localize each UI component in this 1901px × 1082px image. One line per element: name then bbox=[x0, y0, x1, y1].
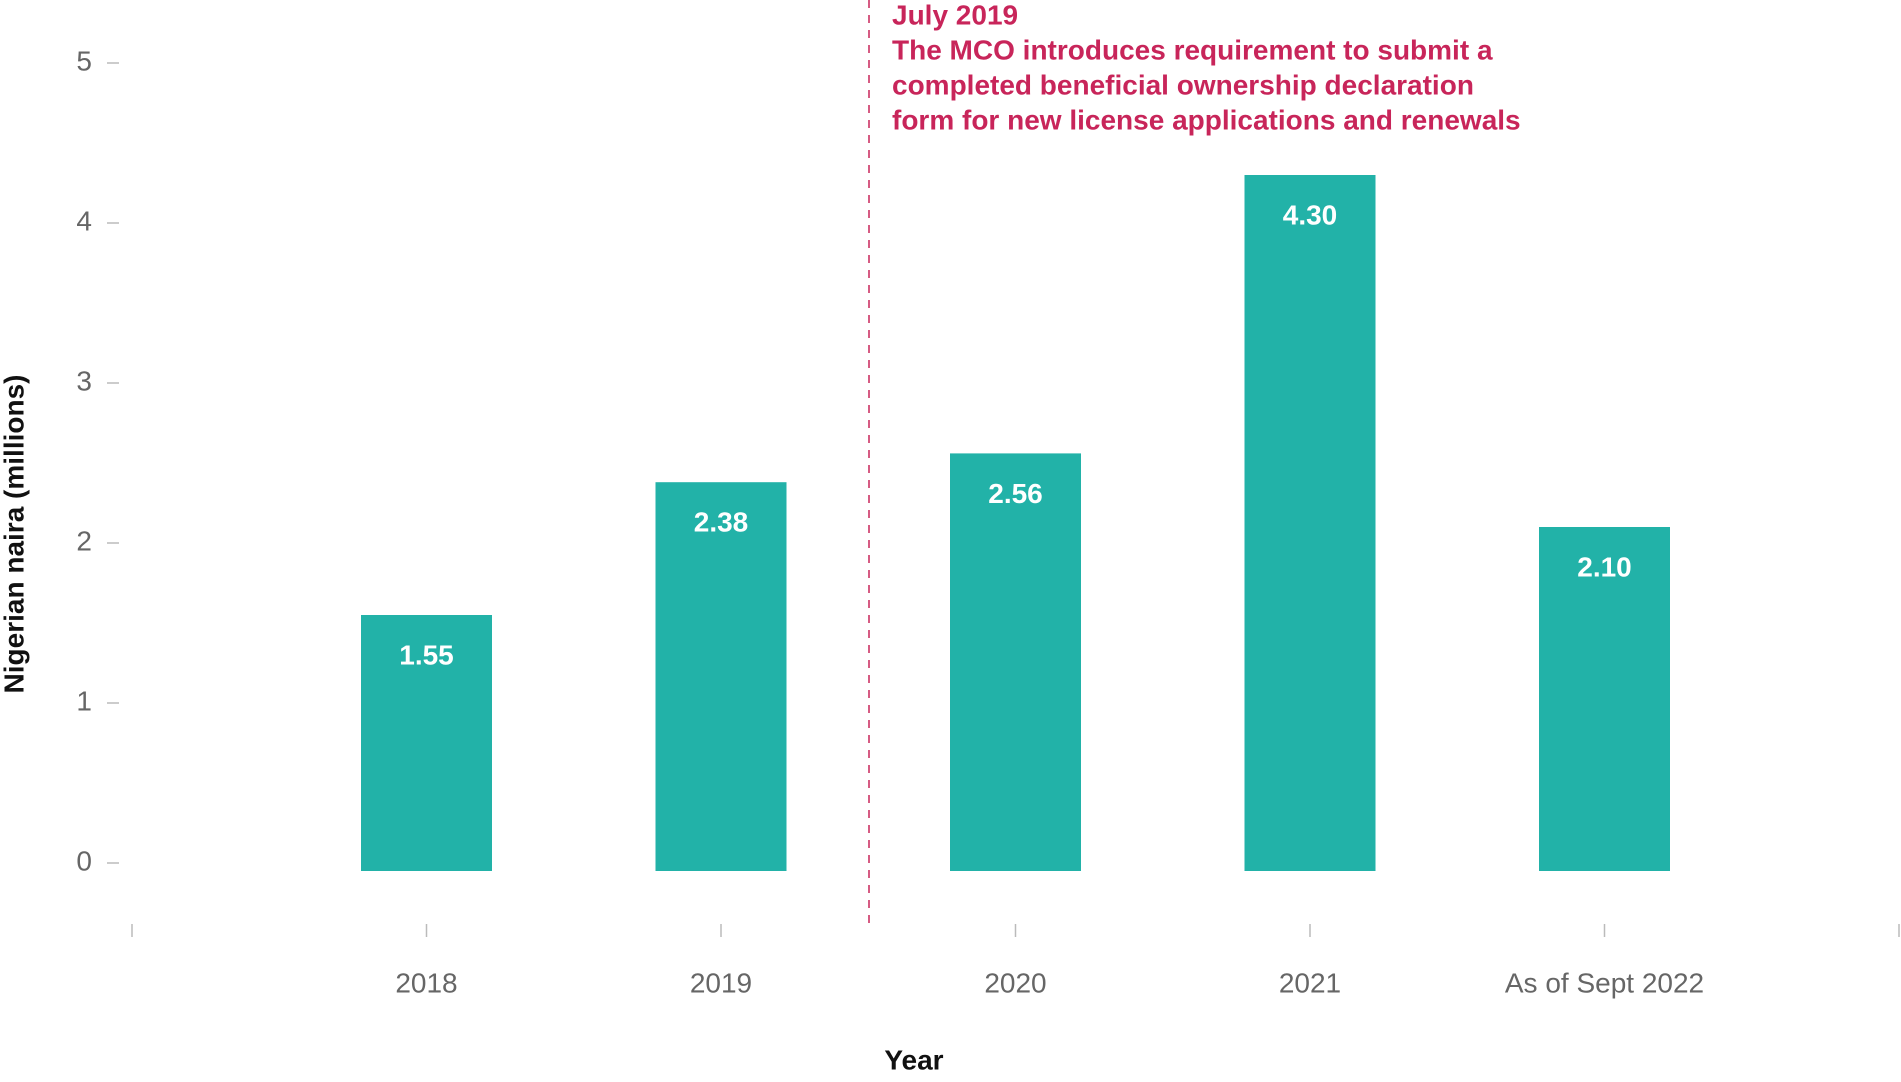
y-tick-label: 4 bbox=[76, 205, 92, 236]
value-label: 2.38 bbox=[694, 507, 749, 538]
value-label: 2.10 bbox=[1577, 551, 1632, 582]
annotation-text: July 2019 bbox=[892, 0, 1018, 30]
value-label: 4.30 bbox=[1283, 199, 1338, 230]
bar bbox=[1539, 527, 1670, 871]
bar bbox=[655, 482, 787, 871]
bar bbox=[1244, 175, 1376, 871]
y-tick-label: 0 bbox=[76, 845, 92, 876]
y-axis-title: Nigerian naira (millions) bbox=[0, 375, 29, 694]
x-tick-label: 2020 bbox=[984, 967, 1046, 998]
bar bbox=[950, 453, 1081, 871]
annotation-text: form for new license applications and re… bbox=[892, 104, 1521, 135]
bar bbox=[361, 615, 492, 871]
y-tick-label: 3 bbox=[76, 365, 92, 396]
x-tick-label: 2018 bbox=[395, 967, 457, 998]
x-tick-label: 2021 bbox=[1279, 967, 1341, 998]
value-label: 2.56 bbox=[988, 478, 1043, 509]
annotation-text: The MCO introduces requirement to submit… bbox=[892, 34, 1493, 65]
annotation-text: completed beneficial ownership declarati… bbox=[892, 69, 1474, 100]
x-tick-label: 2019 bbox=[690, 967, 752, 998]
y-tick-label: 1 bbox=[76, 685, 92, 716]
y-tick-label: 5 bbox=[76, 45, 92, 76]
x-tick-label: As of Sept 2022 bbox=[1505, 967, 1704, 998]
y-tick-label: 2 bbox=[76, 525, 92, 556]
x-axis-title: Year bbox=[884, 1044, 943, 1075]
value-label: 1.55 bbox=[399, 639, 454, 670]
